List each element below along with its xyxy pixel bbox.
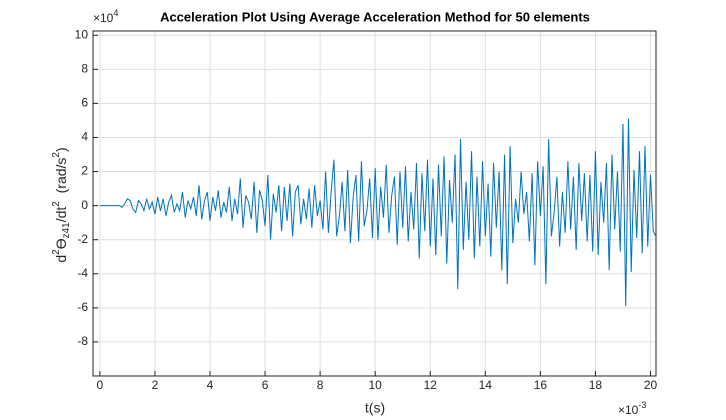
x-tick-label: 4 <box>207 378 214 392</box>
exponent-power: -3 <box>638 400 646 410</box>
x-tick-label: 12 <box>424 378 438 392</box>
x-tick-label: 8 <box>317 378 324 392</box>
x-tick-label: 16 <box>534 378 548 392</box>
x-tick-label: 6 <box>262 378 269 392</box>
y-tick-label: -2 <box>77 232 88 246</box>
y-tick-label: -8 <box>77 334 88 348</box>
data-line <box>99 118 657 307</box>
y-tick-label: 0 <box>81 198 88 212</box>
x-tick-label: 14 <box>479 378 493 392</box>
y-tick-label: 8 <box>81 62 88 76</box>
y-axis-label-part: 2 <box>51 152 62 158</box>
exponent-base: ×10 <box>93 11 114 25</box>
exponent-power: 4 <box>113 8 118 18</box>
chart-title: Acceleration Plot Using Average Accelera… <box>160 9 590 24</box>
y-tick-label: 10 <box>75 27 89 41</box>
axes-box <box>92 30 657 377</box>
y-axis-label-part: ϴ <box>53 238 69 249</box>
y-axis-label-part: z41 <box>61 222 72 239</box>
x-tick-label: 2 <box>152 378 159 392</box>
x-exponent: ×10-3 <box>618 400 646 417</box>
x-tick-label: 20 <box>644 378 658 392</box>
y-axis-label-part: 2 <box>51 249 62 255</box>
y-tick-label: -4 <box>77 266 88 280</box>
y-axis-label-part: /dt <box>53 207 69 223</box>
y-axis-label-part: ) <box>53 147 69 152</box>
ticks: 0 2 4 6 8 10 12 14 16 18 20 -8 -6 -4 -2 0 2 4 6 8 10 <box>75 27 658 392</box>
y-tick-label: 4 <box>81 130 88 144</box>
y-tick-label: 6 <box>81 96 88 110</box>
y-tick-label: -6 <box>77 300 88 314</box>
y-axis-label-part: d <box>53 255 69 263</box>
y-axis-label-part: 2 <box>51 201 62 207</box>
x-axis-label: t(s) <box>365 400 385 416</box>
plot <box>99 118 657 307</box>
x-tick-label: 0 <box>97 378 104 392</box>
y-axis-label: d2ϴz41/dt2 (rad/s2) <box>51 147 72 262</box>
y-tick-label: 2 <box>81 164 88 178</box>
y-exponent: ×104 <box>93 8 118 25</box>
x-tick-label: 18 <box>589 378 603 392</box>
y-axis-label-part: (rad/s <box>53 158 69 202</box>
x-tick-label: 10 <box>369 378 383 392</box>
exponent-base: ×10 <box>618 403 639 417</box>
